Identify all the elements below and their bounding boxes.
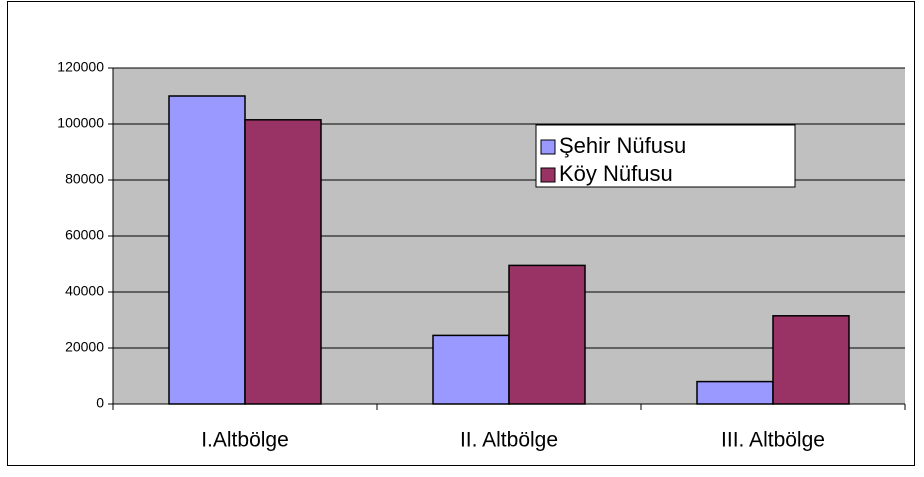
legend-label: Şehir Nüfusu	[559, 133, 686, 158]
bar	[696, 380, 774, 405]
y-tick-label: 80000	[65, 171, 104, 187]
y-tick-label: 40000	[65, 283, 104, 299]
y-tick-label: 20000	[65, 339, 104, 355]
bar	[244, 119, 322, 405]
bar	[168, 95, 246, 405]
legend-box	[535, 124, 796, 188]
y-tick-label: 0	[96, 395, 104, 411]
y-tick-label: 60000	[65, 227, 104, 243]
x-tick-label: I.Altbölge	[201, 429, 289, 452]
bar	[508, 264, 586, 405]
legend-label: Köy Nüfusu	[559, 161, 673, 186]
y-tick-label: 100000	[57, 115, 104, 131]
x-tick-label: III. Altbölge	[721, 429, 825, 452]
y-tick-label: 120000	[57, 59, 104, 75]
legend-swatch	[540, 139, 556, 155]
legend-swatch	[540, 167, 556, 183]
bar	[772, 315, 850, 405]
x-tick-label: II. Altbölge	[460, 429, 558, 452]
bar	[432, 334, 510, 405]
